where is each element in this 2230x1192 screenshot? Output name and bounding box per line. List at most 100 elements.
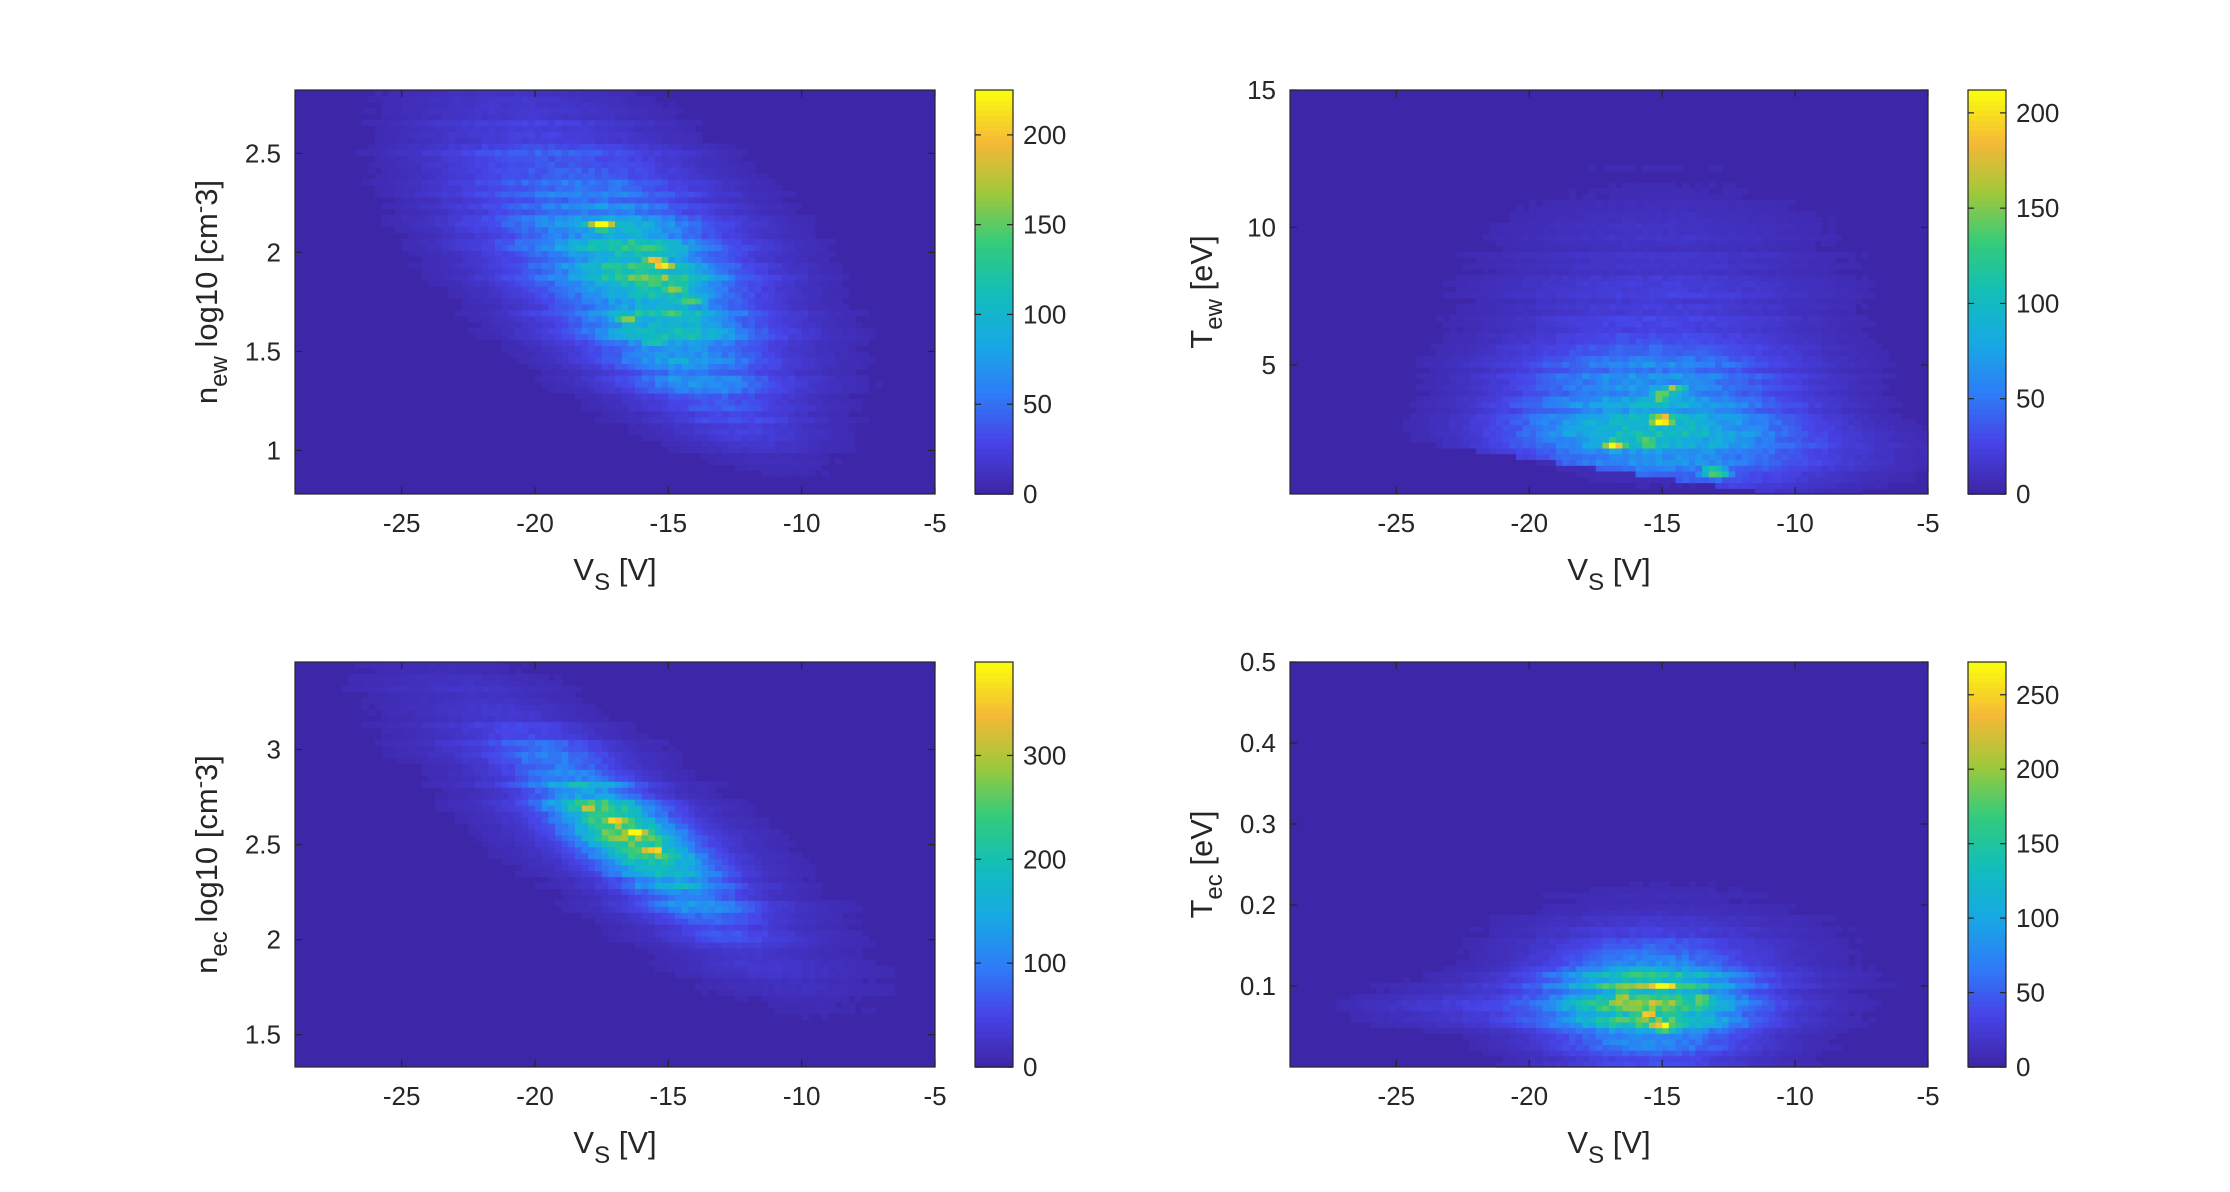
heatmap-cell <box>1522 257 1530 264</box>
heatmap-cell <box>508 256 516 263</box>
heatmap-cell <box>421 90 429 97</box>
heatmap-cell <box>535 280 543 287</box>
heatmap-cell <box>461 155 469 162</box>
heatmap-cell <box>508 167 516 174</box>
heatmap-cell <box>821 327 829 335</box>
heatmap-cell <box>601 143 609 150</box>
heatmap-cell <box>628 410 636 418</box>
heatmap-cell <box>1456 292 1464 299</box>
heatmap-cell <box>1482 395 1490 403</box>
heatmap-cell <box>1496 286 1504 293</box>
heatmap-cell <box>1509 436 1517 443</box>
heatmap-cell <box>1549 326 1557 333</box>
heatmap-cell <box>615 398 623 406</box>
heatmap-cell <box>661 179 669 186</box>
heatmap-cell <box>1496 355 1504 362</box>
heatmap-cell <box>1482 292 1490 299</box>
heatmap-cell <box>508 345 516 352</box>
heatmap-cell <box>628 125 636 133</box>
heatmap-cell <box>835 410 843 418</box>
heatmap-cell <box>1516 430 1524 437</box>
heatmap-cell <box>1635 436 1643 443</box>
heatmap-cell <box>488 220 496 228</box>
heatmap-cell <box>608 315 616 323</box>
heatmap-cell <box>668 369 676 376</box>
heatmap-cell <box>755 315 763 323</box>
heatmap-cell <box>555 95 563 103</box>
heatmap-cell <box>495 125 503 133</box>
heatmap-cell <box>735 404 743 412</box>
heatmap-cell <box>561 244 569 251</box>
heatmap-cell <box>601 179 609 186</box>
heatmap-cell <box>755 214 763 222</box>
heatmap-cell <box>681 393 689 400</box>
heatmap-cell <box>1409 413 1417 420</box>
heatmap-cell <box>475 274 483 281</box>
heatmap-cell <box>588 321 596 329</box>
heatmap-cell <box>448 113 456 121</box>
heatmap-cell <box>715 303 723 311</box>
heatmap-cell <box>1635 280 1643 287</box>
heatmap-cell <box>628 268 636 275</box>
heatmap-cell <box>1589 326 1597 333</box>
heatmap-cell <box>621 90 629 97</box>
heatmap-cell <box>748 464 756 471</box>
heatmap-cell <box>721 286 729 293</box>
heatmap-cell <box>788 452 796 459</box>
heatmap-cell <box>1469 343 1477 351</box>
heatmap-cell <box>375 179 383 186</box>
heatmap-cell <box>501 303 509 311</box>
heatmap-cell <box>715 286 723 293</box>
heatmap-cell <box>608 345 616 352</box>
heatmap-cell <box>761 268 769 275</box>
heatmap-cell <box>708 351 716 358</box>
heatmap-cell <box>415 250 423 257</box>
heatmap-cell <box>1416 372 1424 380</box>
heatmap-cell <box>515 107 523 115</box>
heatmap-cell <box>1615 430 1623 437</box>
heatmap-cell <box>801 327 809 335</box>
heatmap-cell <box>781 256 789 263</box>
heatmap-cell <box>795 446 803 453</box>
heatmap-cell <box>775 339 783 346</box>
heatmap-cell <box>528 238 536 245</box>
heatmap-cell <box>441 161 449 168</box>
heatmap-cell <box>415 185 423 192</box>
heatmap-cell <box>628 404 636 412</box>
heatmap-cell <box>588 327 596 335</box>
heatmap-cell <box>748 196 756 204</box>
heatmap-cell <box>788 315 796 323</box>
heatmap-cell <box>401 208 409 216</box>
heatmap-cell <box>1569 367 1577 374</box>
heatmap-cell <box>748 393 756 400</box>
heatmap-cell <box>508 90 516 97</box>
heatmap-cell <box>1662 361 1670 368</box>
colorbar-step <box>975 110 1013 117</box>
heatmap-cell <box>728 363 736 370</box>
heatmap-cell <box>801 351 809 358</box>
heatmap-cell <box>1489 315 1497 322</box>
heatmap-cell <box>1622 297 1630 305</box>
heatmap-cell <box>761 470 769 477</box>
heatmap-cell <box>635 286 643 293</box>
heatmap-cell <box>641 173 649 180</box>
heatmap-cell <box>675 363 683 370</box>
heatmap-cell <box>1622 436 1630 443</box>
heatmap-cell <box>641 410 649 418</box>
heatmap-cell <box>668 309 676 317</box>
heatmap-cell <box>808 351 816 358</box>
heatmap-cell <box>561 250 569 257</box>
heatmap-cell <box>601 309 609 317</box>
heatmap-cell <box>581 196 589 204</box>
heatmap-cell <box>1569 297 1577 305</box>
heatmap-cell <box>1662 390 1670 397</box>
heatmap-cell <box>641 149 649 156</box>
heatmap-cell <box>595 393 603 400</box>
heatmap-cell <box>541 90 549 97</box>
heatmap-cell <box>1502 286 1510 293</box>
heatmap-cell <box>1569 188 1577 195</box>
heatmap-cell <box>1628 320 1637 328</box>
heatmap-cell <box>1522 378 1530 385</box>
heatmap-cell <box>601 345 609 352</box>
heatmap-cell <box>1476 413 1484 420</box>
